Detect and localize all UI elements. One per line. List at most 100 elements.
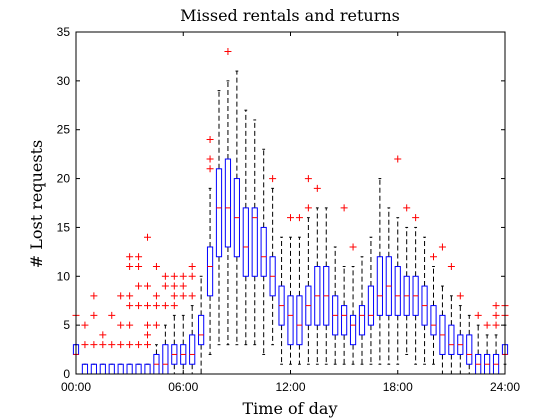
outlier-marker: [126, 302, 134, 310]
outlier-marker: [313, 184, 321, 192]
box-37: [403, 204, 411, 355]
outlier-marker: [81, 341, 89, 349]
outlier-marker: [474, 311, 482, 319]
box-34: [376, 178, 383, 365]
outlier-marker: [179, 272, 187, 280]
outlier-marker: [456, 292, 464, 300]
outlier-marker: [161, 272, 169, 280]
outlier-marker: [447, 263, 455, 271]
outlier-marker: [412, 214, 420, 222]
outlier-marker: [90, 311, 98, 319]
box-14: [198, 275, 205, 375]
box-20: [251, 119, 258, 346]
box-iqr: [358, 305, 366, 336]
box-17: [224, 48, 232, 346]
outlier-marker: [90, 341, 98, 349]
box-36: [394, 155, 402, 365]
box-41: [438, 243, 446, 375]
box-26: [304, 175, 312, 365]
outlier-marker: [135, 253, 143, 261]
outlier-marker: [349, 243, 357, 251]
outlier-marker: [304, 175, 312, 183]
box-iqr: [341, 305, 348, 336]
outlier-marker: [188, 272, 196, 280]
box-31: [349, 243, 357, 365]
outlier-marker: [170, 302, 178, 310]
box-iqr: [242, 207, 249, 277]
outlier-marker: [152, 321, 160, 329]
outlier-marker: [438, 243, 446, 251]
axes-layer: 0 5 10 15 20 25 30 35 00:00 06:00 12:00 18:00 24:00: [57, 25, 521, 394]
outlier-marker: [90, 292, 98, 300]
outlier-marker: [135, 341, 143, 349]
y-tick-label: 25: [57, 123, 71, 137]
box-iqr: [189, 334, 196, 365]
outlier-marker: [135, 282, 143, 290]
outlier-marker: [126, 263, 134, 271]
x-tick-label: 18:00: [383, 380, 413, 394]
box-iqr: [430, 305, 437, 336]
outlier-marker: [108, 341, 116, 349]
outlier-marker: [99, 331, 107, 339]
outlier-marker: [188, 263, 196, 271]
box-32: [358, 256, 366, 365]
outlier-marker: [135, 302, 143, 310]
outlier-marker: [161, 302, 169, 310]
box-iqr: [349, 314, 357, 346]
box-iqr: [394, 266, 401, 316]
outlier-marker: [144, 331, 151, 339]
outlier-marker: [144, 233, 151, 241]
outlier-marker: [304, 204, 312, 212]
outlier-marker: [161, 282, 169, 290]
outlier-marker: [269, 175, 277, 183]
y-tick-label: 15: [57, 220, 71, 234]
box-43: [456, 292, 464, 375]
box-18: [233, 70, 240, 346]
outlier-marker: [126, 253, 134, 261]
outlier-marker: [430, 253, 437, 261]
box-13: [188, 263, 196, 375]
outlier-marker: [144, 321, 151, 329]
outlier-marker: [170, 282, 178, 290]
y-tick-label: 0: [63, 367, 70, 381]
outlier-marker: [188, 292, 196, 300]
x-tick-label: 24:00: [490, 380, 520, 394]
outlier-marker: [340, 204, 348, 212]
outlier-marker: [144, 302, 151, 310]
box-iqr: [251, 207, 258, 277]
box-21: [260, 148, 267, 355]
box-15: [206, 135, 214, 355]
outlier-marker: [394, 155, 402, 163]
outlier-marker: [126, 292, 134, 300]
y-tick-label: 10: [57, 269, 71, 283]
outlier-marker: [492, 311, 500, 319]
outlier-marker: [492, 321, 500, 329]
outlier-marker: [144, 282, 151, 290]
box-45: [474, 311, 482, 375]
box-iqr: [224, 158, 232, 248]
box-iqr: [296, 295, 303, 346]
outlier-marker: [179, 282, 187, 290]
box-25: [295, 214, 303, 365]
box-40: [430, 253, 437, 365]
outlier-marker: [224, 48, 232, 56]
outlier-marker: [483, 321, 491, 329]
box-16: [215, 90, 223, 346]
box-iqr: [206, 246, 214, 297]
x-tick-label: 00:00: [61, 380, 91, 394]
box-35: [385, 207, 392, 365]
outlier-marker: [152, 292, 160, 300]
x-axis-label: Time of day: [243, 399, 338, 418]
box-28: [323, 207, 330, 365]
outlier-marker: [126, 321, 134, 329]
outlier-marker: [81, 321, 89, 329]
box-33: [367, 236, 375, 365]
box-11: [170, 272, 178, 375]
outlier-marker: [287, 214, 294, 222]
outlier-marker: [206, 135, 214, 143]
y-tick-label: 5: [63, 318, 70, 332]
y-axis-label: # Lost requests: [27, 140, 46, 268]
y-tick-label: 35: [57, 25, 71, 39]
chart-title: Missed rentals and returns: [180, 6, 400, 25]
